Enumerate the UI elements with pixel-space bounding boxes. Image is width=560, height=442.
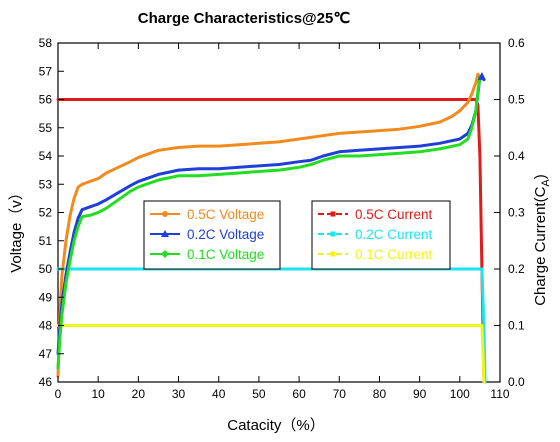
legend-marker — [162, 211, 168, 217]
y-right-tick-label: 0.6 — [508, 36, 525, 50]
y-tick-label: 54 — [39, 149, 53, 163]
chart-title: Charge Characteristics@25℃ — [138, 10, 351, 27]
legend-marker — [161, 230, 169, 237]
series-voltage-0 — [56, 72, 484, 378]
y-axis-title: Voltage（v） — [8, 185, 25, 273]
y-tick-label: 50 — [39, 262, 53, 276]
series-voltage-1 — [56, 75, 486, 356]
y-tick-label: 49 — [39, 290, 53, 304]
legend-label: 0.2C Current — [355, 227, 433, 242]
y-right-axis-title: Charge Current(CA) — [532, 174, 552, 306]
x-tick-label: 0 — [55, 387, 62, 401]
x-tick-label: 110 — [490, 387, 509, 401]
series-voltage-2 — [56, 75, 484, 370]
y-tick-label: 47 — [39, 347, 53, 361]
x-tick-label: 70 — [333, 387, 347, 401]
voltage-legend: 0.5C Voltage 0.2C Voltage 0.1C Voltage — [143, 200, 281, 270]
series-voltage-end-marker — [477, 71, 486, 80]
y-right-tick-label: 0.4 — [508, 149, 525, 163]
y-tick-label: 57 — [39, 64, 53, 78]
y-tick-label: 53 — [39, 177, 53, 191]
y-tick-label: 55 — [39, 121, 53, 135]
series-current-2 — [56, 324, 486, 384]
x-tick-label: 30 — [172, 387, 186, 401]
y-tick-label: 52 — [39, 206, 53, 220]
legend-label: 0.1C Current — [355, 247, 433, 262]
x-tick-label: 60 — [292, 387, 306, 401]
x-tick-label: 40 — [212, 387, 226, 401]
legend-marker — [330, 251, 336, 257]
y-right-tick-label: 0.5 — [508, 93, 525, 107]
x-tick-label: 10 — [92, 387, 106, 401]
legend-marker — [330, 231, 336, 237]
y-tick-label: 48 — [39, 319, 53, 333]
axis-layer: 0 10 20 30 40 50 60 70 80 90 100 110 46 47 48 49 50 51 52 5… — [39, 36, 525, 401]
x-tick-label: 100 — [450, 387, 470, 401]
legend-marker — [330, 211, 336, 217]
y-tick-label: 46 — [39, 375, 53, 389]
legend-label: 0.2C Voltage — [187, 227, 264, 242]
y-right-axis-title-close: ) — [532, 174, 549, 179]
y-right-tick-label: 0.3 — [508, 206, 525, 220]
legend-marker — [161, 250, 169, 258]
y-tick-label: 51 — [39, 234, 53, 248]
y-tick-label: 56 — [39, 93, 53, 107]
x-tick-label: 20 — [132, 387, 146, 401]
y-right-tick-label: 0.1 — [508, 319, 525, 333]
y-tick-label: 58 — [39, 36, 53, 50]
legend-label: 0.5C Voltage — [187, 207, 264, 222]
x-tick-label: 50 — [252, 387, 266, 401]
x-tick-label: 80 — [373, 387, 387, 401]
current-legend: 0.5C Current 0.2C Current 0.1C Current — [311, 200, 451, 270]
y-right-tick-label: 0.2 — [508, 262, 525, 276]
legend-label: 0.1C Voltage — [187, 247, 264, 262]
x-tick-label: 90 — [413, 387, 427, 401]
y-right-axis-title-main: Charge Current(C — [532, 186, 549, 305]
y-right-axis-title-sub: A — [540, 179, 552, 187]
y-right-tick-label: 0.0 — [508, 375, 525, 389]
x-axis-title: Catacity（%） — [227, 417, 325, 434]
legend-label: 0.5C Current — [355, 207, 433, 222]
